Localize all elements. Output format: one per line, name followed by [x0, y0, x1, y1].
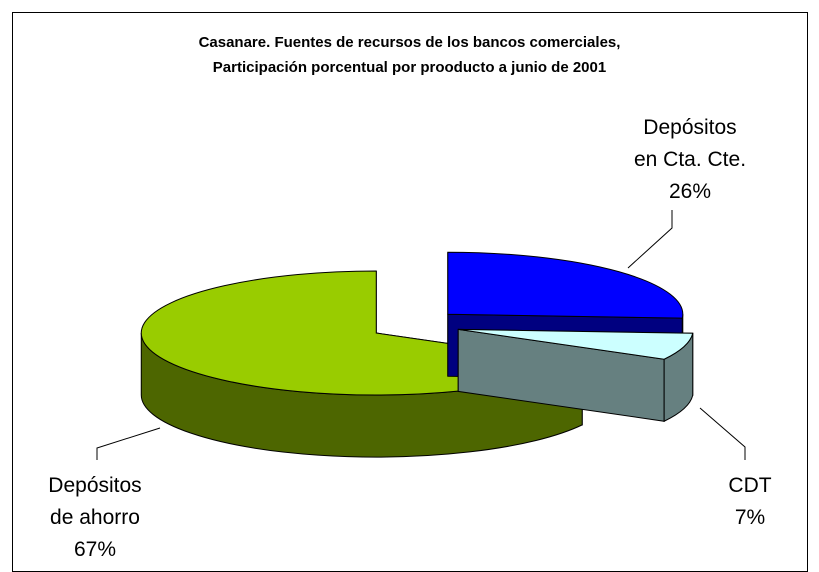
- category-label: CDT: [660, 470, 819, 502]
- leader-line: [700, 408, 745, 460]
- chart-title: Casanare. Fuentes de recursos de los ban…: [0, 30, 819, 80]
- leader-line: [97, 428, 160, 460]
- slice: [448, 252, 683, 318]
- category-label: Depósitos de ahorro: [5, 470, 185, 534]
- leader-line: [628, 210, 672, 268]
- slice-label: Depósitos en Cta. Cte.26%: [600, 112, 780, 208]
- value-label: 67%: [5, 534, 185, 566]
- category-label: Depósitos en Cta. Cte.: [600, 112, 780, 176]
- value-label: 7%: [660, 502, 819, 534]
- value-label: 26%: [600, 176, 780, 208]
- pie: [141, 252, 692, 457]
